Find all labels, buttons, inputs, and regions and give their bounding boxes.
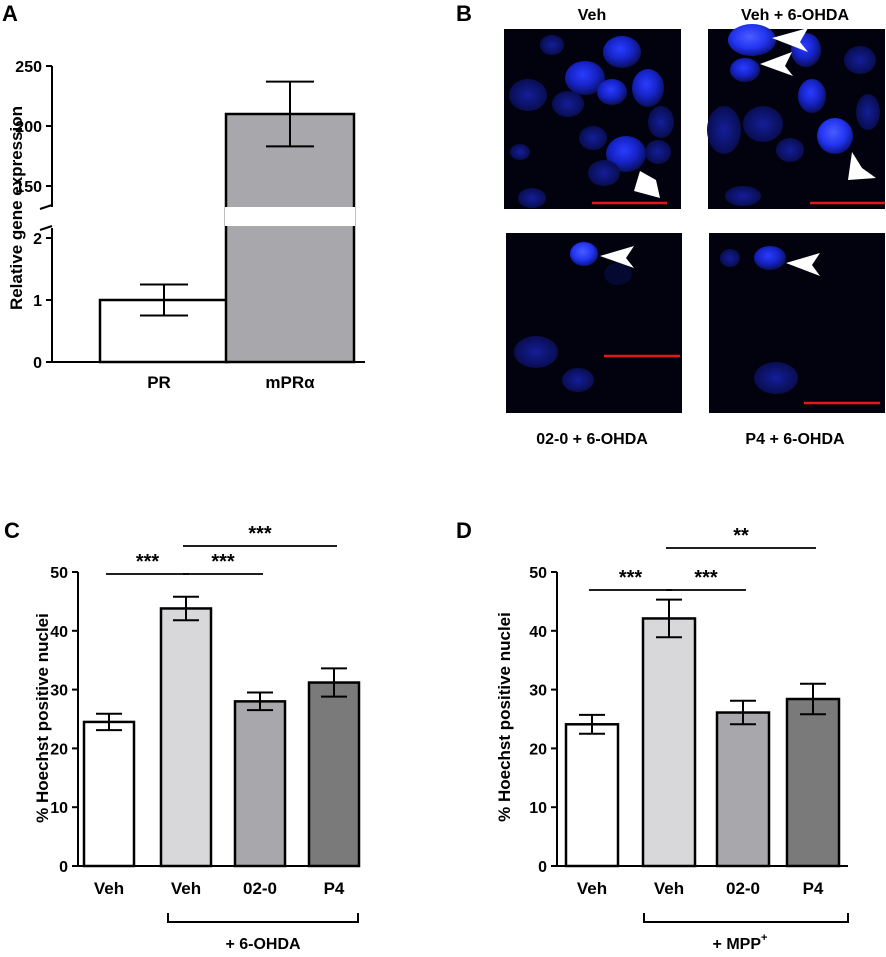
micrograph-020-6ohda xyxy=(506,233,682,413)
panel-label-a: A xyxy=(2,1,18,26)
panel-label-b: B xyxy=(456,1,472,26)
chart-a-xtick-pr: PR xyxy=(147,373,171,392)
chart-d-ytick-0: 0 xyxy=(538,859,547,876)
chart-c-ytick-10: 10 xyxy=(50,800,68,817)
micrograph-col-label-veh: Veh xyxy=(578,7,606,24)
chart-c-sig-label-1: *** xyxy=(211,551,235,573)
chart-c-bar-0 xyxy=(82,720,136,868)
chart-d-bar-2 xyxy=(715,711,771,868)
micrograph-col-label-veh-6ohda: Veh + 6-OHDA xyxy=(741,7,849,24)
chart-c-ytick-50: 50 xyxy=(50,565,68,582)
chart-d-ytick-40: 40 xyxy=(529,624,547,641)
chart-d-ytick-50: 50 xyxy=(529,565,547,582)
chart-d-group-bracket xyxy=(643,913,849,923)
chart-c-ylabel: % Hoechst positive nuclei xyxy=(33,613,52,823)
micrograph-row-label-p4: P4 + 6-OHDA xyxy=(745,431,845,448)
chart-d-bar-1 xyxy=(641,617,697,868)
panel-label-d: D xyxy=(456,518,472,543)
chart-d-group-label: + MPP+ xyxy=(713,932,768,953)
chart-a-ytick-150: 150 xyxy=(15,179,42,196)
chart-a-xtick-mpra: mPRα xyxy=(265,373,315,392)
chart-c-ytick-30: 30 xyxy=(50,683,68,700)
chart-c-xtick-020: 02-0 xyxy=(243,879,277,898)
chart-d-sig-label-0: *** xyxy=(619,567,643,589)
chart-c: % Hoechst positive nuclei 0 10 20 30 40 50 **… xyxy=(33,523,361,953)
chart-d-xtick-p4: P4 xyxy=(803,879,824,898)
chart-d-xtick-020: 02-0 xyxy=(726,879,760,898)
chart-c-bar-2 xyxy=(233,700,287,868)
chart-c-group-label: + 6-OHDA xyxy=(225,936,301,953)
chart-d-bar-3 xyxy=(785,697,841,868)
micrograph-row-label-020: 02-0 + 6-OHDA xyxy=(536,431,648,448)
chart-c-ytick-40: 40 xyxy=(50,624,68,641)
chart-d: % Hoechst positive nuclei 0 10 20 30 40 50 **… xyxy=(495,525,849,953)
chart-d-significance: *** ***** xyxy=(589,525,816,591)
chart-c-bar-1 xyxy=(159,607,213,868)
micrograph-p4-6ohda xyxy=(709,233,885,413)
chart-c-group-bracket xyxy=(167,913,359,923)
chart-d-ytick-20: 20 xyxy=(529,741,547,758)
chart-d-group-label-main: + MPP xyxy=(713,936,762,953)
chart-a-ytick-200: 200 xyxy=(15,119,42,136)
chart-a-ytick-2: 2 xyxy=(33,231,42,248)
chart-a-ytick-1: 1 xyxy=(33,293,42,310)
chart-c-sig-label-2: *** xyxy=(248,523,272,545)
chart-d-sig-label-2: ** xyxy=(733,525,749,547)
chart-d-ylabel: % Hoechst positive nuclei xyxy=(495,612,514,822)
chart-a: Relative gene expression 250 200 150 2 1… xyxy=(7,59,365,392)
chart-d-ytick-30: 30 xyxy=(529,683,547,700)
micrograph-veh xyxy=(504,29,681,209)
chart-d-sig-label-1: *** xyxy=(694,567,718,589)
chart-d-bar-0 xyxy=(564,723,620,868)
chart-c-sig-label-0: *** xyxy=(136,551,160,573)
chart-c-ytick-0: 0 xyxy=(59,859,68,876)
chart-a-bars xyxy=(98,80,356,364)
chart-a-ytick-250: 250 xyxy=(15,59,42,76)
chart-d-group-label-sup: + xyxy=(761,932,767,944)
chart-a-ylabel: Relative gene expression xyxy=(7,106,26,310)
chart-d-bars xyxy=(564,598,841,868)
micrograph-veh-6ohda xyxy=(707,24,885,209)
chart-c-bars xyxy=(82,595,361,868)
chart-a-ytick-0: 0 xyxy=(33,355,42,372)
chart-c-xtick-p4: P4 xyxy=(324,879,345,898)
micrograph-grid: Veh Veh + 6-OHDA 02-0 + 6-OHDA P4 + 6-OH… xyxy=(504,7,885,448)
chart-c-xtick-veh: Veh xyxy=(94,879,124,898)
chart-a-bar-1 xyxy=(224,112,356,364)
chart-c-significance: *** *** *** xyxy=(106,523,337,575)
chart-d-ytick-10: 10 xyxy=(529,800,547,817)
chart-c-bar-3 xyxy=(307,681,361,868)
chart-d-xtick-veh: Veh xyxy=(577,879,607,898)
chart-c-ytick-20: 20 xyxy=(50,741,68,758)
chart-c-xtick-veh-treated: Veh xyxy=(171,879,201,898)
chart-d-xtick-veh-treated: Veh xyxy=(654,879,684,898)
panel-label-c: C xyxy=(4,518,20,543)
